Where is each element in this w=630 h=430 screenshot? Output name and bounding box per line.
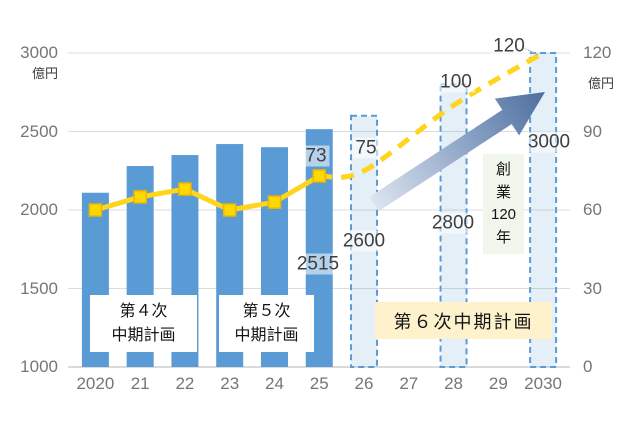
left-axis-tick: 2500 bbox=[20, 121, 58, 141]
right-axis-tick: 60 bbox=[583, 200, 602, 219]
line-marker bbox=[267, 195, 282, 209]
line-marker bbox=[312, 169, 326, 183]
line-marker bbox=[222, 203, 237, 217]
x-axis-tick: 22 bbox=[175, 374, 195, 393]
plan4-line1: 第４次 bbox=[119, 302, 168, 320]
founding-char: 年 bbox=[495, 228, 511, 246]
right-axis-tick: 30 bbox=[583, 278, 602, 298]
x-axis-tick: 26 bbox=[354, 374, 374, 393]
x-axis-tick: 25 bbox=[309, 374, 329, 393]
plan4-box: 第４次 中期計画 bbox=[90, 295, 197, 352]
line-marker bbox=[88, 203, 103, 217]
left-axis-tick: 2000 bbox=[20, 200, 58, 219]
x-axis-tick: 27 bbox=[399, 374, 419, 393]
right-axis-tick: 90 bbox=[583, 121, 602, 141]
plan5-line2: 中期計画 bbox=[234, 326, 299, 344]
right-axis-tick: 120 bbox=[583, 43, 612, 62]
value-label: 2600 bbox=[339, 230, 389, 252]
value-label: 2800 bbox=[428, 212, 478, 234]
x-axis-tick: 2020 bbox=[76, 374, 115, 393]
right-axis-tick: 0 bbox=[583, 357, 593, 376]
forecast-line bbox=[318, 50, 545, 180]
value-label: 73 bbox=[302, 145, 330, 167]
x-axis-tick: 24 bbox=[265, 374, 284, 393]
left-axis-unit: 億円 bbox=[31, 66, 58, 81]
x-axis-tick: 2030 bbox=[524, 374, 562, 393]
right-axis-unit: 億円 bbox=[588, 76, 615, 91]
value-label: 120 bbox=[490, 35, 528, 57]
left-axis-tick: 1000 bbox=[20, 357, 58, 376]
founding-char: 120 bbox=[490, 206, 517, 223]
plan5-box: 第５次 中期計画 bbox=[219, 295, 314, 352]
x-axis-tick: 28 bbox=[444, 374, 463, 393]
x-axis-tick: 23 bbox=[220, 374, 240, 393]
line-marker bbox=[133, 190, 147, 204]
x-axis-tick: 21 bbox=[130, 374, 150, 393]
plan6-label: 第６次中期計画 bbox=[393, 311, 534, 332]
line-marker bbox=[178, 182, 192, 196]
value-label: 2515 bbox=[293, 253, 343, 275]
actual-line bbox=[94, 173, 321, 213]
left-axis-tick: 3000 bbox=[20, 43, 58, 62]
growth-arrow bbox=[369, 92, 545, 212]
founding-char: 創 bbox=[495, 161, 511, 178]
founding-char: 業 bbox=[495, 183, 511, 201]
value-label: 100 bbox=[437, 71, 475, 93]
value-label: 75 bbox=[352, 137, 380, 159]
plan6-box: 第６次中期計画 bbox=[375, 302, 552, 339]
left-axis-tick: 1500 bbox=[20, 278, 58, 298]
x-axis-tick: 29 bbox=[488, 374, 508, 393]
founding-120th-box: 創 業 120 年 bbox=[483, 154, 524, 254]
value-label: 3000 bbox=[524, 131, 574, 153]
plan4-line2: 中期計画 bbox=[111, 326, 176, 344]
plan5-line1: 第５次 bbox=[242, 302, 291, 320]
